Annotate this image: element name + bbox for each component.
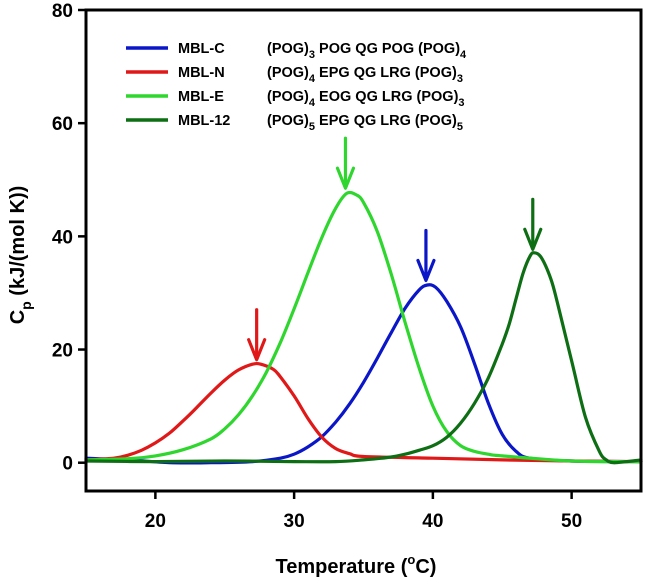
plot-frame xyxy=(84,8,643,493)
series-line-mbl-e xyxy=(84,190,643,464)
x-axis-title: Temperature (oC) xyxy=(276,552,437,578)
legend: MBL-C (POG)3 POG QG POG (POG)4 MBL-N (POG)4… xyxy=(126,41,467,133)
y-axis-ticks: 0 20 40 60 80 xyxy=(52,1,86,475)
legend-entry-mbl-n: MBL-N (POG)4 EPG QG LRG (POG)3 xyxy=(126,65,463,85)
peak-arrow-mbl-c xyxy=(416,228,436,283)
legend-entry-mbl-12: MBL-12 (POG)5 EPG QG LRG (POG)5 xyxy=(126,113,463,133)
series-line-mbl-n xyxy=(84,361,643,464)
axes xyxy=(84,8,643,493)
y-tick-label: 60 xyxy=(52,114,73,135)
y-tick-label: 0 xyxy=(62,454,73,475)
legend-entry-mbl-c: MBL-C (POG)3 POG QG POG (POG)4 xyxy=(126,41,467,61)
legend-label: MBL-12 xyxy=(178,113,230,129)
legend-label: MBL-C xyxy=(178,41,225,57)
peak-arrow-mbl-12 xyxy=(523,197,543,251)
series-line-mbl-12 xyxy=(84,251,643,465)
x-tick-label: 40 xyxy=(422,511,443,532)
series-line-mbl-c xyxy=(84,283,643,465)
peak-arrows xyxy=(247,136,543,362)
x-tick-label: 20 xyxy=(145,511,166,532)
y-tick-label: 40 xyxy=(52,227,73,248)
x-tick-label: 30 xyxy=(284,511,305,532)
y-tick-label: 80 xyxy=(52,1,73,22)
legend-sequence: (POG)3 POG QG POG (POG)4 xyxy=(267,41,467,61)
peak-arrow-mbl-e xyxy=(335,136,356,190)
y-tick-label: 20 xyxy=(52,341,73,362)
legend-sequence: (POG)4 EPG QG LRG (POG)3 xyxy=(267,65,463,85)
peak-arrow-mbl-n xyxy=(247,308,267,362)
x-axis-ticks: 20 30 40 50 xyxy=(145,491,582,532)
legend-sequence: (POG)5 EPG QG LRG (POG)5 xyxy=(267,113,463,133)
legend-label: MBL-E xyxy=(178,89,224,105)
legend-entry-mbl-e: MBL-E (POG)4 EOG QG LRG (POG)3 xyxy=(126,89,465,109)
legend-sequence: (POG)4 EOG QG LRG (POG)3 xyxy=(267,89,465,109)
legend-label: MBL-N xyxy=(178,65,225,81)
y-axis-title: Cp (kJ/(mol K)) xyxy=(7,186,34,325)
x-tick-label: 50 xyxy=(561,511,582,532)
series-lines xyxy=(84,190,643,465)
